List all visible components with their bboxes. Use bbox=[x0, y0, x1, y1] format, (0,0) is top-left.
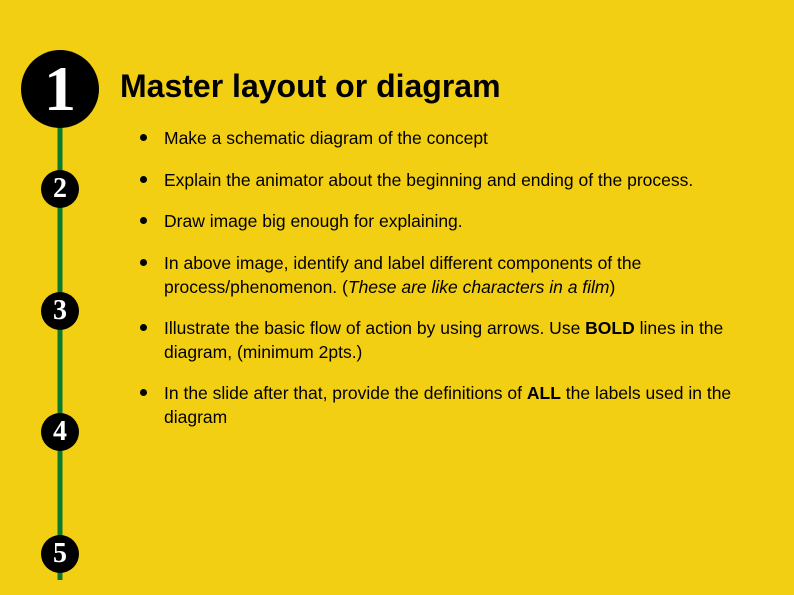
bullet-item: In above image, identify and label diffe… bbox=[140, 252, 764, 299]
timeline: 1 2 3 4 5 bbox=[20, 20, 100, 580]
bullet-item: In the slide after that, provide the def… bbox=[140, 382, 764, 429]
timeline-node: 2 bbox=[41, 170, 79, 208]
timeline-node-label: 3 bbox=[53, 297, 67, 325]
timeline-node: 3 bbox=[41, 292, 79, 330]
bullet-item: Explain the animator about the beginning… bbox=[140, 169, 764, 193]
bullet-item: Make a schematic diagram of the concept bbox=[140, 127, 764, 151]
content-area: Master layout or diagram Make a schemati… bbox=[120, 68, 764, 448]
timeline-node-label: 4 bbox=[53, 418, 67, 446]
bullet-item: Draw image big enough for explaining. bbox=[140, 210, 764, 234]
bullet-item: Illustrate the basic flow of action by u… bbox=[140, 317, 764, 364]
timeline-node-label: 2 bbox=[53, 175, 67, 203]
page-title: Master layout or diagram bbox=[120, 68, 764, 105]
timeline-node: 5 bbox=[41, 535, 79, 573]
timeline-node: 4 bbox=[41, 413, 79, 451]
timeline-node-label: 1 bbox=[44, 57, 76, 121]
timeline-node-label: 5 bbox=[53, 540, 67, 568]
bullet-list: Make a schematic diagram of the concept E… bbox=[120, 127, 764, 430]
timeline-node-active: 1 bbox=[21, 50, 99, 128]
